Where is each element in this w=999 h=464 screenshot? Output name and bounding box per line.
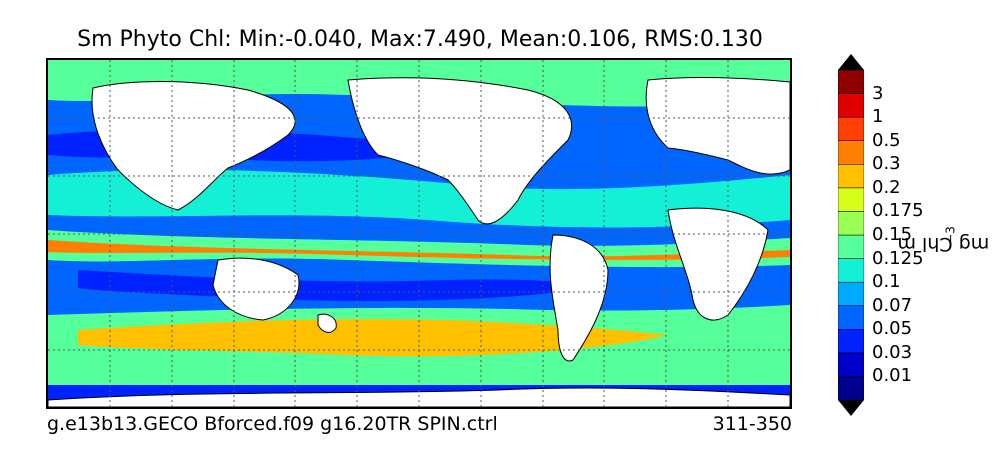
colorbar-tick-label: 0.2: [872, 176, 901, 198]
colorbar-tick-label: 0.07: [872, 294, 913, 316]
colorbar-tick-label: 0.125: [872, 247, 924, 269]
north-america: [347, 77, 573, 225]
australia: [212, 257, 300, 321]
map-canvas: [48, 60, 790, 407]
global-chlorophyll-map: [46, 58, 792, 409]
colorbar-segment: [838, 93, 864, 118]
colorbar: [838, 54, 864, 416]
colorbar-segment: [838, 234, 864, 259]
colorbar-segment: [838, 376, 864, 401]
europe-asia-west: [645, 76, 790, 175]
colorbar-over-arrow: [838, 54, 864, 70]
new-zealand: [317, 313, 337, 333]
colorbar-segment: [838, 164, 864, 189]
antarctica: [48, 387, 790, 407]
south-pacific-gyre: [78, 270, 608, 302]
colorbar-tick-label: 0.05: [872, 318, 913, 340]
colorbar-tick-label: 0.175: [872, 200, 924, 222]
south-america: [549, 234, 609, 362]
colorbar-tick-label: 0.01: [872, 365, 913, 387]
run-id-caption: g.e13b13.GECO Bforced.f09 g16.20TR SPIN.…: [47, 413, 498, 435]
colorbar-segment: [838, 305, 864, 330]
colorbar-tick-label: 1: [872, 106, 884, 128]
colorbar-tick-label: 3: [872, 82, 884, 104]
colorbar-ticks: 0.01 0.03 0.05 0.07 0.1 0.125 0.15 0.175 0.2 0.3 0…: [872, 70, 952, 400]
gridlines: [48, 60, 790, 407]
antarctic-circumpolar-high: [78, 319, 668, 357]
colorbar-segment: [838, 352, 864, 377]
colorbar-tick-label: 0.5: [872, 129, 901, 151]
eurasia-east: [91, 81, 296, 211]
colorbar-segment: [838, 140, 864, 165]
colorbar-tick-label: 0.03: [872, 341, 913, 363]
colorbar-segment: [838, 69, 864, 94]
plot-title: Sm Phyto Chl: Min:-0.040, Max:7.490, Mea…: [77, 27, 763, 52]
colorbar-tick-label: 0.3: [872, 153, 901, 175]
colorbar-segment: [838, 116, 864, 141]
colorbar-segment: [838, 329, 864, 354]
colorbar-tick-label: 0.1: [872, 271, 901, 293]
colorbar-segment: [838, 211, 864, 236]
colorbar-tick-label: 0.15: [872, 224, 913, 245]
colorbar-under-arrow: [838, 400, 864, 416]
northern-subtropical-band: [48, 169, 790, 228]
colorbar-segment: [838, 281, 864, 306]
colorbar-segment: [838, 187, 864, 212]
colorbar-segment: [838, 258, 864, 283]
time-range-caption: 311-350: [712, 413, 792, 435]
